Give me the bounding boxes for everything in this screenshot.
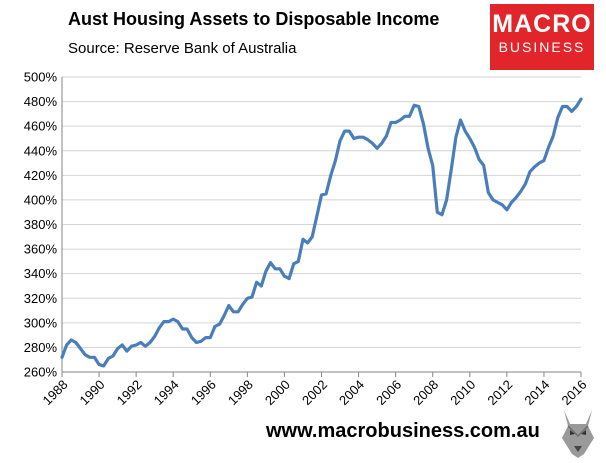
x-tick-label: 1996 (188, 377, 219, 408)
y-tick-label: 440% (24, 143, 58, 158)
x-tick-label: 2002 (299, 377, 330, 408)
logo-line-macro: MACRO (492, 10, 592, 38)
x-tick-label: 2010 (447, 377, 478, 408)
x-tick-label: 2014 (521, 377, 552, 408)
y-tick-label: 340% (24, 266, 58, 281)
y-tick-label: 360% (24, 242, 58, 257)
chart-title: Aust Housing Assets to Disposable Income (68, 9, 440, 29)
x-tick-label: 2016 (558, 377, 589, 408)
x-tick-label: 1992 (114, 377, 145, 408)
x-tick-label: 2000 (262, 377, 293, 408)
y-tick-label: 320% (24, 291, 58, 306)
macrobusiness-logo: MACRO BUSINESS (490, 4, 594, 70)
y-tick-label: 500% (24, 70, 58, 85)
x-tick-label: 2004 (336, 377, 367, 408)
y-tick-label: 400% (24, 192, 58, 207)
x-tick-label: 2006 (373, 377, 404, 408)
logo-line-business: BUSINESS (498, 39, 586, 55)
y-tick-label: 460% (24, 119, 58, 134)
x-tick-label: 1990 (77, 377, 108, 408)
y-axis: 260% 280% 300% 320% 340% 360% 380% 400% 420% 440%… (24, 70, 63, 380)
x-tick-label: 2008 (410, 377, 441, 408)
y-tick-label: 300% (24, 315, 58, 330)
y-gridlines (62, 76, 581, 373)
y-tick-label: 260% (24, 365, 58, 380)
x-tick-label: 1988 (39, 377, 70, 408)
y-tick-label: 480% (24, 94, 58, 109)
y-tick-label: 380% (24, 217, 58, 232)
series-line (60, 97, 583, 368)
website-url: www.macrobusiness.com.au (266, 420, 540, 442)
x-tick-label: 2012 (484, 377, 515, 408)
chart-subtitle: Source: Reserve Bank of Australia (68, 40, 297, 57)
y-tick-label: 420% (24, 168, 58, 183)
wolf-head-icon (562, 410, 594, 458)
x-tick-label: 1994 (151, 377, 182, 408)
x-tick-label: 1998 (225, 377, 256, 408)
y-tick-label: 280% (24, 340, 58, 355)
x-axis: 1988 1990 1992 1994 1996 1998 2000 2002 2004 2006… (39, 371, 590, 408)
